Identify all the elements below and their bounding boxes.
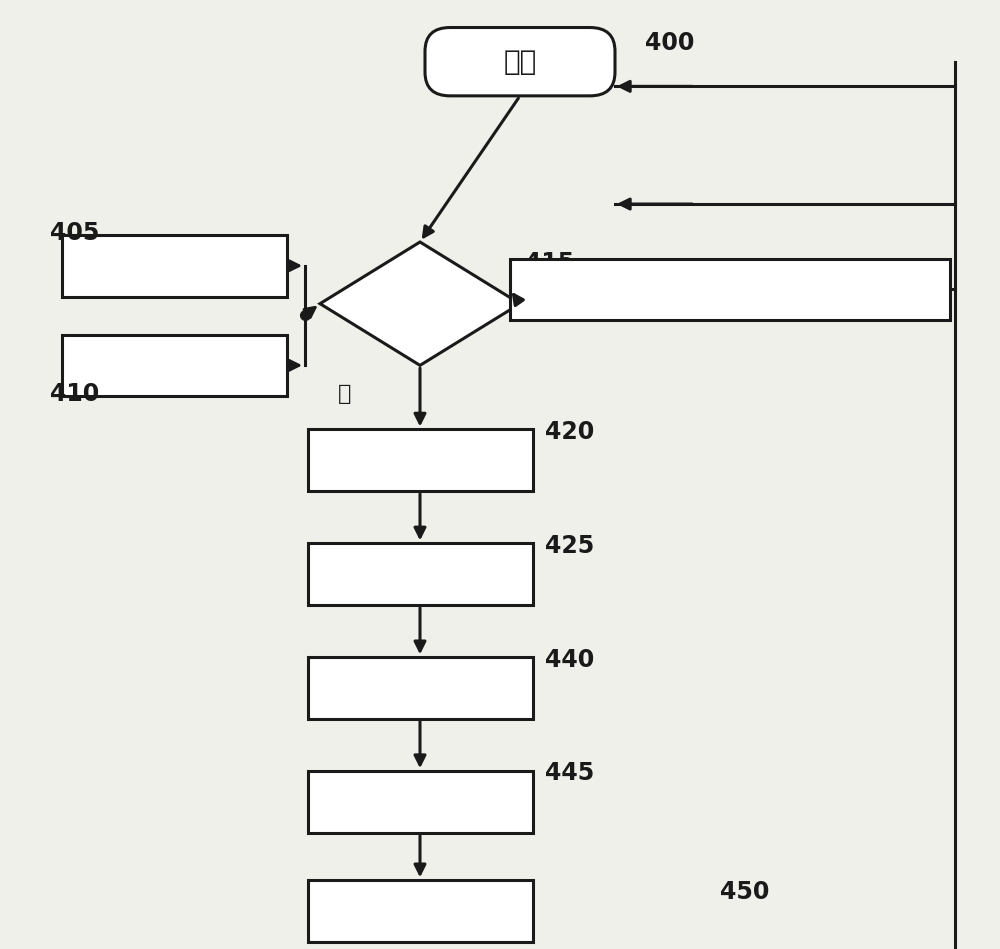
Text: 405: 405 [50, 220, 99, 245]
Text: 开始: 开始 [503, 47, 537, 76]
Bar [308, 657, 532, 719]
Text: 425: 425 [545, 533, 594, 558]
Bar [308, 771, 532, 833]
Text: 否: 否 [530, 298, 543, 319]
Bar [308, 429, 532, 492]
Bar [308, 881, 532, 941]
Text: 400: 400 [645, 30, 694, 55]
Text: 410: 410 [50, 381, 99, 406]
Polygon shape [320, 242, 520, 365]
Text: 450: 450 [720, 880, 769, 904]
FancyBboxPatch shape [425, 28, 615, 96]
Text: 420: 420 [545, 419, 594, 444]
Bar [62, 335, 287, 397]
Bar [308, 543, 532, 605]
Text: 445: 445 [545, 761, 594, 786]
Text: 440: 440 [545, 647, 594, 672]
Text: 是: 是 [338, 384, 352, 404]
Bar [62, 235, 287, 296]
Bar [510, 258, 950, 321]
Text: 415: 415 [525, 251, 574, 275]
